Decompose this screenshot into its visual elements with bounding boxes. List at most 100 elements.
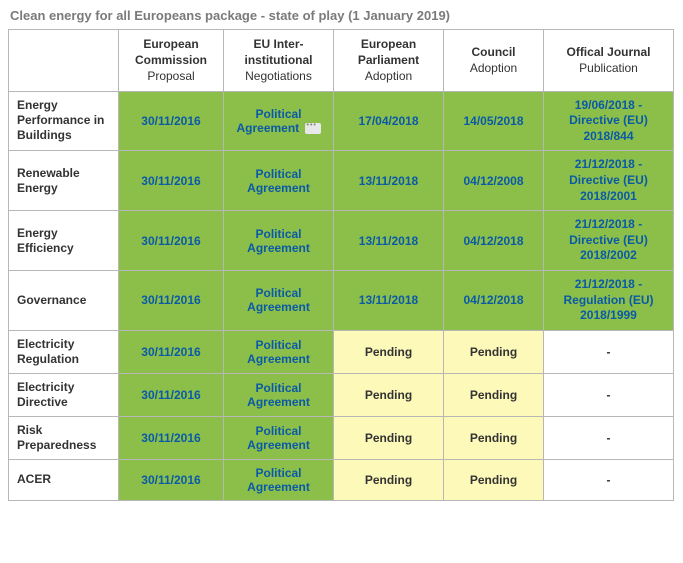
table-cell[interactable]: Political Agreement (224, 151, 334, 211)
cell-link[interactable]: Political Agreement (247, 286, 310, 314)
header-corner (9, 30, 119, 92)
table-cell[interactable]: 13/11/2018 (334, 211, 444, 271)
cell-link[interactable]: 30/11/2016 (141, 234, 200, 248)
cell-link[interactable]: 21/12/2018 - Regulation (EU) 2018/1999 (564, 277, 654, 322)
cell-link[interactable]: 04/12/2018 (463, 293, 523, 307)
row-label: ACER (9, 459, 119, 500)
table-cell[interactable]: Political Agreement (224, 373, 334, 416)
cell-text: Pending (365, 431, 412, 445)
cell-link[interactable]: 30/11/2016 (141, 293, 200, 307)
table-cell[interactable]: 04/12/2018 (444, 211, 544, 271)
table-cell[interactable]: 13/11/2018 (334, 151, 444, 211)
table-row: ACER 30/11/2016 Political Agreement Pending… (9, 459, 674, 500)
cell-text: - (607, 388, 611, 402)
table-cell[interactable]: 30/11/2016 (119, 330, 224, 373)
table-cell[interactable]: 30/11/2016 (119, 373, 224, 416)
table-cell: Pending (334, 459, 444, 500)
cell-text: Pending (470, 431, 517, 445)
cell-link[interactable]: 04/12/2018 (463, 234, 523, 248)
cell-link[interactable]: Political Agreement (247, 466, 310, 494)
cell-text: Pending (470, 388, 517, 402)
table-cell[interactable]: 30/11/2016 (119, 211, 224, 271)
table-cell[interactable]: 14/05/2018 (444, 91, 544, 151)
col-header-strong: EU Inter-institutional (228, 36, 329, 68)
cell-link[interactable]: Political Agreement (247, 227, 310, 255)
table-cell[interactable]: 30/11/2016 (119, 91, 224, 151)
cell-link[interactable]: 13/11/2018 (359, 293, 418, 307)
cell-text: Pending (470, 473, 517, 487)
cell-link[interactable]: 30/11/2016 (141, 473, 200, 487)
table-cell[interactable]: Political Agreement (224, 211, 334, 271)
table-cell[interactable]: 30/11/2016 (119, 416, 224, 459)
col-header-sub: Negotiations (245, 69, 312, 83)
row-label: Electricity Directive (9, 373, 119, 416)
table-cell[interactable]: Political Agreement (224, 416, 334, 459)
table-cell[interactable]: 21/12/2018 - Directive (EU) 2018/2002 (544, 211, 674, 271)
table-body: Energy Performance in Buildings30/11/201… (9, 91, 674, 500)
row-label: Energy Efficiency (9, 211, 119, 271)
col-header: European Parliament Adoption (334, 30, 444, 92)
table-row: Energy Performance in Buildings30/11/201… (9, 91, 674, 151)
cell-text: - (607, 345, 611, 359)
cell-link[interactable]: Political Agreement (247, 381, 310, 409)
cell-link[interactable]: 13/11/2018 (359, 234, 418, 248)
cell-text: Pending (365, 345, 412, 359)
table-cell[interactable]: 30/11/2016 (119, 270, 224, 330)
col-header-strong: European Parliament (338, 36, 439, 68)
table-row: Risk Preparedness30/11/2016Political Agr… (9, 416, 674, 459)
col-header-sub: Adoption (470, 61, 517, 75)
table-cell[interactable]: 04/12/2008 (444, 151, 544, 211)
table-cell: - (544, 459, 674, 500)
cell-link[interactable]: 21/12/2018 - Directive (EU) 2018/2002 (569, 217, 648, 262)
col-header-sub: Adoption (365, 69, 412, 83)
tooltip-icon[interactable] (305, 123, 321, 134)
cell-link[interactable]: 30/11/2016 (141, 114, 200, 128)
table-row: Renewable Energy 30/11/2016 Political Agre… (9, 151, 674, 211)
table-cell[interactable]: 21/12/2018 - Regulation (EU) 2018/1999 (544, 270, 674, 330)
table-cell[interactable]: Political Agreement (224, 459, 334, 500)
col-header: European Commission Proposal (119, 30, 224, 92)
page-title: Clean energy for all Europeans package -… (10, 8, 675, 23)
cell-link[interactable]: 30/11/2016 (141, 174, 200, 188)
cell-link[interactable]: 30/11/2016 (141, 388, 200, 402)
table-cell[interactable]: Political Agreement (224, 330, 334, 373)
row-label: Renewable Energy (9, 151, 119, 211)
table-cell[interactable]: 13/11/2018 (334, 270, 444, 330)
table-cell[interactable]: Political Agreement (224, 91, 334, 151)
table-cell: Pending (444, 330, 544, 373)
cell-text: - (607, 473, 611, 487)
cell-link[interactable]: 21/12/2018 - Directive (EU) 2018/2001 (569, 157, 648, 202)
table-cell[interactable]: 04/12/2018 (444, 270, 544, 330)
status-table: European Commission Proposal EU Inter-in… (8, 29, 674, 501)
table-cell[interactable]: 30/11/2016 (119, 459, 224, 500)
cell-text: - (607, 431, 611, 445)
table-row: Electricity Directive 30/11/2016 Political… (9, 373, 674, 416)
table-row: Energy Efficiency 30/11/2016 Political Agr… (9, 211, 674, 271)
cell-link[interactable]: Political Agreement (247, 167, 310, 195)
table-cell: Pending (444, 459, 544, 500)
cell-link[interactable]: Political Agreement (247, 338, 310, 366)
table-cell[interactable]: 21/12/2018 - Directive (EU) 2018/2001 (544, 151, 674, 211)
col-header-strong: European Commission (123, 36, 219, 68)
table-cell: - (544, 330, 674, 373)
cell-link[interactable]: 17/04/2018 (358, 114, 418, 128)
cell-link[interactable]: 30/11/2016 (141, 431, 200, 445)
cell-link[interactable]: 19/06/2018 - Directive (EU) 2018/844 (569, 98, 648, 143)
cell-link[interactable]: Political Agreement (247, 424, 310, 452)
table-cell[interactable]: 19/06/2018 - Directive (EU) 2018/844 (544, 91, 674, 151)
table-cell[interactable]: Political Agreement (224, 270, 334, 330)
cell-link[interactable]: 30/11/2016 (141, 345, 200, 359)
row-label: Electricity Regulation (9, 330, 119, 373)
table-cell: - (544, 416, 674, 459)
cell-link[interactable]: 14/05/2018 (463, 114, 523, 128)
table-row: Electricity Regulation 30/11/2016 Politica… (9, 330, 674, 373)
table-cell[interactable]: 17/04/2018 (334, 91, 444, 151)
table-cell[interactable]: 30/11/2016 (119, 151, 224, 211)
col-header-strong: Council (448, 44, 539, 60)
cell-link[interactable]: 13/11/2018 (359, 174, 418, 188)
cell-text: Pending (365, 388, 412, 402)
cell-link[interactable]: 04/12/2008 (463, 174, 523, 188)
col-header: Council Adoption (444, 30, 544, 92)
cell-text: Pending (365, 473, 412, 487)
cell-link[interactable]: Political Agreement (236, 107, 301, 135)
